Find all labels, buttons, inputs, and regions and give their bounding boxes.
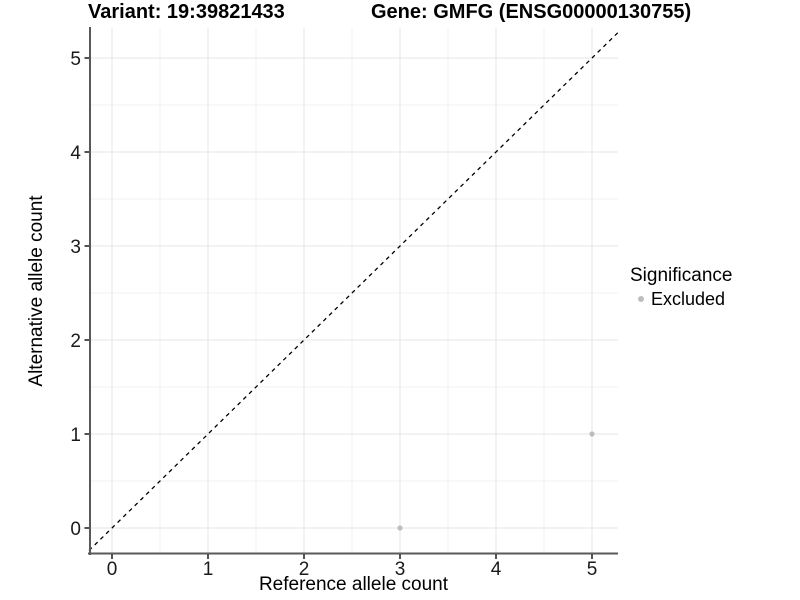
y-axis-label: Alternative allele count — [26, 195, 47, 387]
svg-text:5: 5 — [70, 49, 81, 70]
svg-text:0: 0 — [70, 519, 81, 540]
legend-item-label: Excluded — [651, 289, 726, 309]
svg-text:3: 3 — [395, 559, 406, 580]
plot-title-gene: Gene: GMFG (ENSG00000130755) — [371, 1, 692, 23]
x-axis-label: Reference allele count — [258, 574, 449, 595]
plot-title-variant: Variant: 19:39821433 — [88, 1, 285, 23]
svg-text:3: 3 — [70, 237, 81, 258]
svg-text:2: 2 — [70, 331, 81, 352]
svg-text:4: 4 — [70, 143, 81, 164]
svg-text:5: 5 — [587, 559, 598, 580]
svg-text:4: 4 — [491, 559, 502, 580]
legend-title: Significance — [630, 265, 733, 286]
legend-item-excluded: Excluded — [628, 288, 732, 310]
svg-text:2: 2 — [299, 559, 310, 580]
svg-text:0: 0 — [107, 559, 118, 580]
legend: Significance Excluded — [628, 264, 732, 310]
svg-text:1: 1 — [70, 425, 81, 446]
svg-text:1: 1 — [203, 559, 214, 580]
legend-point-icon — [638, 296, 644, 302]
